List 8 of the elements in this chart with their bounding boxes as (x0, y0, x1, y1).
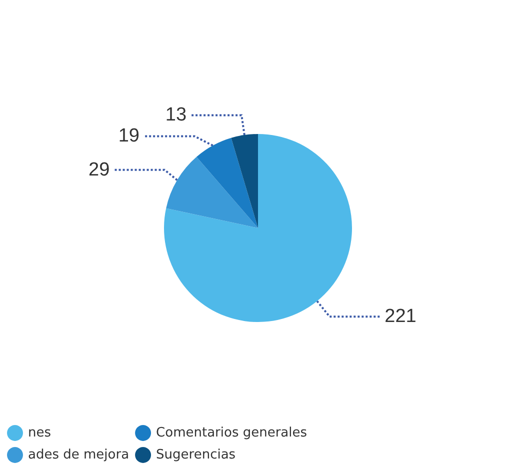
data-label: 19 (118, 126, 140, 147)
legend-label: Comentarios generales (156, 426, 308, 440)
legend-label: Sugerencias (156, 448, 236, 462)
legend-label: ades de mejora (28, 448, 130, 462)
data-label: 29 (88, 159, 110, 180)
data-label: 221 (384, 306, 416, 328)
data-label: 13 (165, 104, 187, 126)
legend-label: nes (28, 426, 52, 440)
